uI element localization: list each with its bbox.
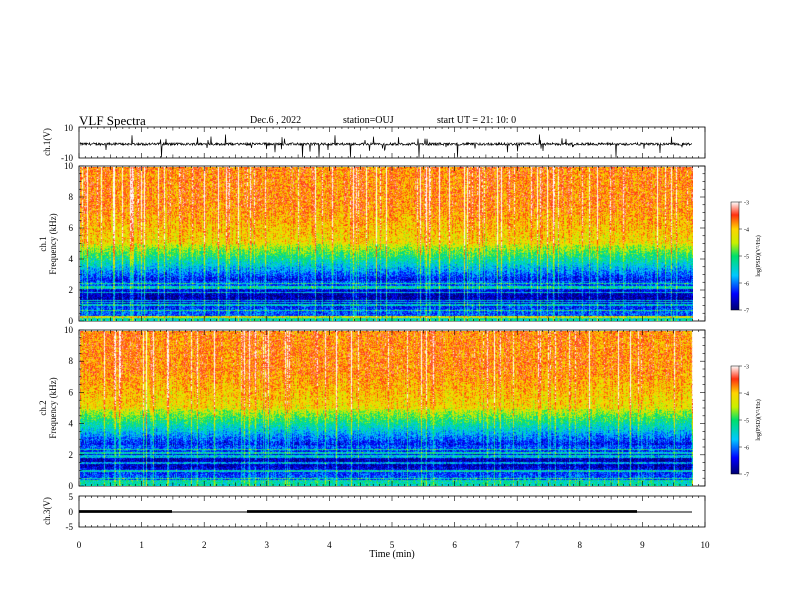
- ch1-colorbar-tick-label: -5: [744, 255, 749, 261]
- ch2-spectrogram-image: [80, 331, 693, 486]
- ch1-colorbar-tick-label: -3: [744, 201, 749, 207]
- figure-title: VLF Spectra: [79, 113, 146, 128]
- ch2-spectrogram-ytick-label: 2: [69, 450, 74, 460]
- date-label: Dec.6 , 2022: [250, 115, 302, 126]
- ch1-spectrogram-ytick-label: 4: [69, 254, 74, 264]
- ch1-waveform-frame: [78, 126, 706, 159]
- time-tick-label: 9: [640, 540, 645, 550]
- ch2-colorbar-tick-label: -6: [744, 446, 749, 452]
- ch2-spectrogram-ytick-label: 0: [69, 481, 74, 491]
- time-tick-label: 0: [77, 540, 82, 550]
- ch2-spectrogram-ytick-label: 8: [69, 356, 74, 366]
- ch2-colorbar-tick-label: -5: [744, 419, 749, 425]
- time-tick-label: 5: [390, 540, 395, 550]
- start-time-label: start UT = 21: 10: 0: [437, 115, 517, 126]
- ch1-colorbar-tick-label: -6: [744, 282, 749, 288]
- ch1-spectrogram-ytick-label: 0: [69, 316, 74, 326]
- ch1-ytick-bottom: -10: [61, 153, 73, 163]
- ch1-spectrogram-ytick-label: 2: [69, 285, 74, 295]
- ch1-spectrogram-ylabel-frequency: Frequency (kHz): [48, 213, 58, 274]
- ch2-spectrogram-ytick-label: 6: [69, 387, 74, 397]
- ch2-colorbar-scale: [730, 365, 740, 475]
- time-tick-label: 1: [139, 540, 144, 550]
- ch1-ytick-top: 10: [64, 123, 74, 133]
- ch3-ylabel: ch.3(V): [42, 497, 52, 525]
- ch1-spectrogram-ylabel-channel: ch.1: [38, 236, 48, 251]
- ch1-spectrogram-ytick-label: 6: [69, 223, 74, 233]
- ch1-waveform-ylabel: ch.1(V): [42, 128, 52, 156]
- ch2-spectrogram-ylabel-frequency: Frequency (kHz): [48, 377, 58, 438]
- time-tick-label: 4: [327, 540, 332, 550]
- ch1-spectrogram-ytick-label: 8: [69, 192, 74, 202]
- ch1-waveform-panel: 10 -10 ch.1(V): [42, 123, 706, 163]
- ch2-spectrogram-ytick-label: 10: [64, 325, 74, 335]
- ch1-colorbar-scale: [730, 201, 740, 311]
- ch2-spectrogram-panel: 0 2 4 6 8 10 ch.2 Frequency (kHz) -3 -4 -5 -6 -7 …: [38, 325, 762, 491]
- ch1-colorbar-tick-label: -4: [744, 228, 749, 234]
- ch2-spectrogram-ytick-label: 4: [69, 419, 74, 429]
- ch1-colorbar-label: log(PSD)(V²/Hz): [755, 235, 762, 276]
- time-axis: 0 1 2 3 4 5 6 7 8 9 10: [77, 127, 710, 550]
- station-label: station=OUJ: [343, 115, 394, 126]
- ch2-colorbar-label: log(PSD)(V²/Hz): [755, 399, 762, 440]
- ch3-ytick-mid: 0: [69, 507, 74, 517]
- time-tick-label: 6: [452, 540, 457, 550]
- ch3-ytick-bottom: -5: [66, 522, 74, 532]
- time-tick-label: 10: [701, 540, 711, 550]
- ch1-spectrogram-image: [80, 167, 693, 321]
- ch2-colorbar-tick-label: -3: [744, 365, 749, 371]
- ch1-waveform-trace: [79, 134, 693, 158]
- ch1-colorbar: -3 -4 -5 -6 -7 log(PSD)(V²/Hz): [730, 201, 762, 315]
- ch1-spectrogram-panel: 0 2 4 6 8 10 ch.1 Frequency (kHz) -3 -4 -5 -6 -7 …: [38, 161, 762, 326]
- time-axis-label: Time (min): [369, 549, 414, 560]
- ch1-colorbar-tick-label: -7: [744, 309, 749, 315]
- ch2-spectrogram-ylabel-channel: ch.2: [38, 400, 48, 415]
- ch2-colorbar-tick-label: -7: [744, 473, 749, 479]
- time-tick-label: 2: [202, 540, 207, 550]
- ch3-ytick-top: 5: [69, 492, 74, 502]
- ch3-panel: 5 0 -5 ch.3(V): [42, 492, 706, 532]
- ch1-spectrogram-ytick-label: 10: [64, 161, 74, 171]
- time-tick-label: 7: [515, 540, 520, 550]
- time-tick-label: 8: [578, 540, 583, 550]
- ch2-colorbar: -3 -4 -5 -6 -7 log(PSD)(V²/Hz): [730, 365, 762, 479]
- time-tick-label: 3: [265, 540, 270, 550]
- ch2-colorbar-tick-label: -4: [744, 392, 749, 398]
